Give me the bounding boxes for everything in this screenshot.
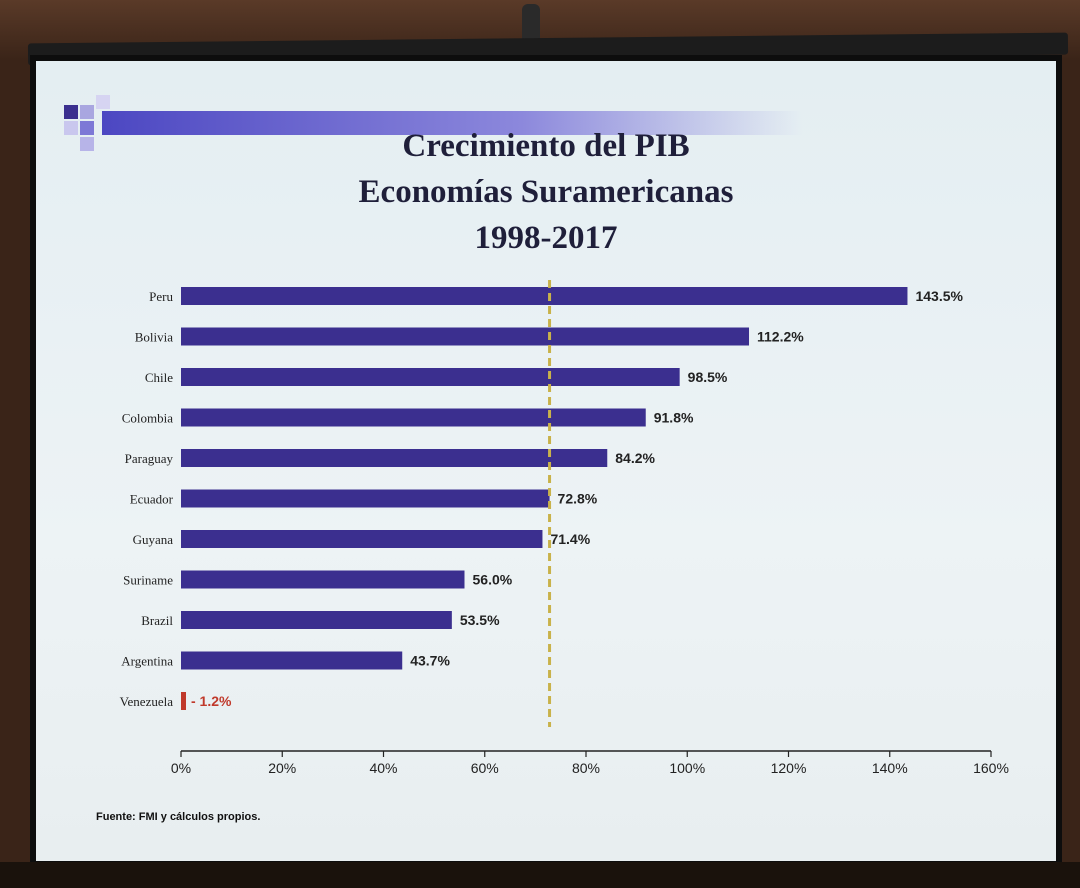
value-label: 98.5% bbox=[688, 369, 728, 385]
category-label: Argentina bbox=[121, 654, 173, 669]
value-label: 53.5% bbox=[460, 612, 500, 628]
bar-chart: Peru Bolivia Chile Colombia Paraguay Ecuador G… bbox=[120, 280, 1009, 776]
bar bbox=[181, 611, 452, 629]
category-label: Venezuela bbox=[120, 694, 174, 709]
screen-hook bbox=[522, 4, 540, 44]
category-label: Peru bbox=[149, 289, 173, 304]
projection-screen: Crecimiento del PIB Economías Suramerica… bbox=[30, 55, 1062, 867]
bar bbox=[181, 408, 646, 427]
title-line-1: Crecimiento del PIB bbox=[402, 128, 690, 164]
value-label: 91.8% bbox=[654, 410, 694, 426]
value-label: 43.7% bbox=[410, 653, 450, 669]
bar bbox=[181, 530, 543, 548]
x-tick-label: 120% bbox=[771, 760, 807, 776]
category-label: Colombia bbox=[122, 411, 174, 426]
category-label: Chile bbox=[145, 370, 173, 385]
bar bbox=[181, 651, 403, 670]
x-tick-label: 0% bbox=[171, 760, 191, 776]
x-tick-label: 40% bbox=[369, 760, 397, 776]
x-tick-label: 60% bbox=[471, 760, 499, 776]
bar bbox=[181, 570, 465, 589]
value-label: 72.8% bbox=[558, 491, 598, 507]
x-tick-label: 100% bbox=[669, 760, 705, 776]
title-line-2: Economías Suramericanas bbox=[358, 174, 734, 210]
value-label: 143.5% bbox=[915, 288, 963, 304]
category-label: Suriname bbox=[123, 573, 173, 588]
x-ticks: 0% 20% 40% 60% 80% 100% 120% 140% 160% bbox=[171, 751, 1009, 776]
category-label: Brazil bbox=[141, 613, 173, 628]
value-label: 56.0% bbox=[473, 572, 513, 588]
x-tick-label: 20% bbox=[268, 760, 296, 776]
category-labels: Peru Bolivia Chile Colombia Paraguay Ecuador G… bbox=[120, 289, 174, 709]
bar bbox=[181, 692, 186, 710]
bar bbox=[181, 449, 608, 467]
value-label: 84.2% bbox=[615, 450, 655, 466]
x-tick-label: 80% bbox=[572, 760, 600, 776]
bar bbox=[181, 287, 908, 305]
value-label: - 1.2% bbox=[191, 693, 232, 709]
slide-title: Crecimiento del PIB Economías Suramerica… bbox=[36, 123, 1056, 261]
category-label: Bolivia bbox=[135, 330, 174, 345]
value-label: 112.2% bbox=[757, 329, 804, 345]
category-label: Ecuador bbox=[130, 492, 174, 507]
category-label: Paraguay bbox=[125, 451, 174, 466]
bars bbox=[181, 287, 908, 710]
x-tick-label: 140% bbox=[872, 760, 908, 776]
category-label: Guyana bbox=[133, 532, 174, 547]
bar bbox=[181, 368, 680, 386]
x-tick-label: 160% bbox=[973, 760, 1009, 776]
floor bbox=[0, 862, 1080, 888]
bar bbox=[181, 327, 750, 346]
bar bbox=[181, 489, 550, 508]
value-label: 71.4% bbox=[550, 531, 590, 547]
value-labels: 143.5% 112.2% 98.5% 91.8% 84.2% 72.8% 71.4% 56.… bbox=[191, 288, 964, 709]
source-note: Fuente: FMI y cálculos propios. bbox=[96, 811, 261, 823]
title-line-3: 1998-2017 bbox=[474, 220, 618, 256]
